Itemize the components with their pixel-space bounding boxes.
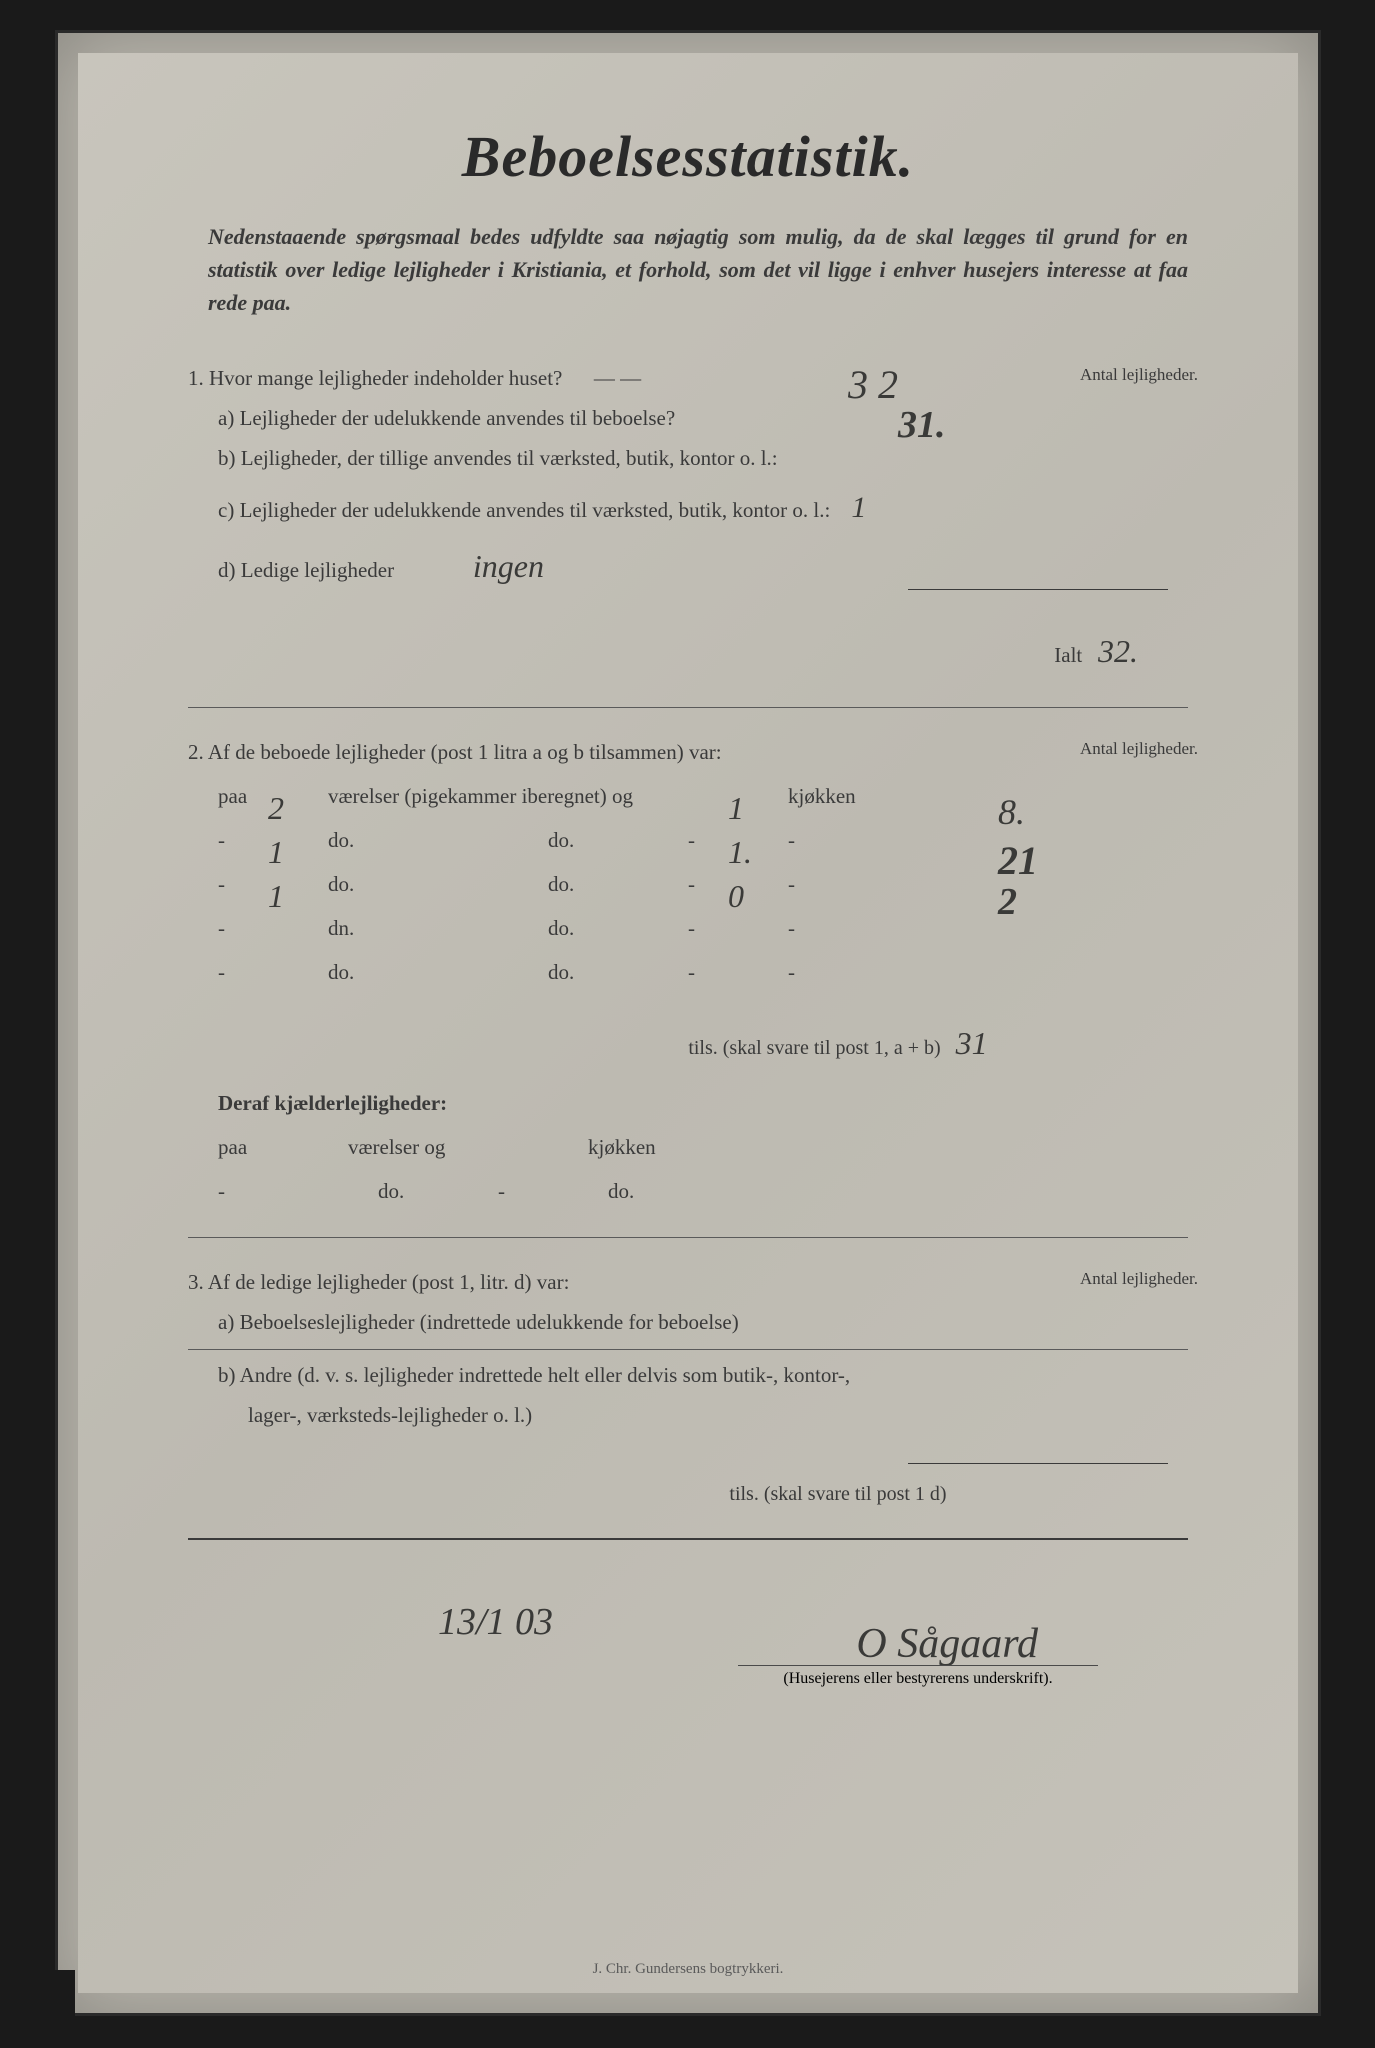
q1a-text: a) Lejligheder der udelukkende anvendes … xyxy=(218,406,675,430)
ialt-label: Ialt xyxy=(1054,643,1082,667)
table-row: - do. - do. xyxy=(218,1168,1218,1212)
q1d-text: d) Ledige lejligheder xyxy=(218,558,394,582)
cell-dash: - xyxy=(688,949,695,995)
tils-value: 31 xyxy=(956,1013,988,1074)
signature-area: 13/1 03 O Sågaard (Husejerens eller best… xyxy=(158,1590,1218,1710)
cell-klabel: - xyxy=(788,949,795,995)
tils-label: tils. (skal svare til post 1, a + b) xyxy=(688,1037,940,1059)
deraf-table: paa værelser og kjøkken - do. - do. xyxy=(218,1124,1218,1212)
cell-dash: - xyxy=(688,861,695,907)
q3-num: 3. xyxy=(188,1270,204,1294)
table-row: - do. do. - - xyxy=(218,949,1218,993)
q1a: a) Lejligheder der udelukkende anvendes … xyxy=(218,399,1218,439)
cell-klabel: - xyxy=(788,905,795,951)
table-row: paa værelser og kjøkken xyxy=(218,1124,1218,1168)
scan-artifact xyxy=(30,1970,75,2030)
q3-right-label: Antal lejligheder. xyxy=(1080,1263,1198,1295)
q1c-text: c) Lejligheder der udelukkende anvendes … xyxy=(218,498,830,522)
cell-klabel: kjøkken xyxy=(788,773,856,819)
cell-klabel: - xyxy=(788,817,795,863)
cell-paa: - xyxy=(218,949,225,995)
q1-num: 1. xyxy=(188,366,204,390)
table-row: - 1 do. do. - 1. - 21 xyxy=(218,817,1218,861)
cell-paa: paa xyxy=(218,773,247,819)
table-row: - 1 do. do. - 0 - 2 xyxy=(218,861,1218,905)
cell-klabel: kjøkken xyxy=(588,1124,656,1170)
cell-vlabel: do. xyxy=(328,861,354,907)
q1-right-label: Antal lejligheder. xyxy=(1080,359,1198,391)
cell-vlabel: do. xyxy=(328,949,354,995)
q2-tils: tils. (skal svare til post 1, a + b) 31 xyxy=(458,1013,1218,1074)
q2-right-label: Antal lejligheder. xyxy=(1080,733,1198,765)
q1c-value: 1 xyxy=(851,479,866,536)
table-row: paa 2 værelser (pigekammer iberegnet) og… xyxy=(218,773,1218,817)
deraf-label: Deraf kjælderlejligheder: xyxy=(218,1084,1218,1124)
q1d-value: ingen xyxy=(473,536,544,597)
cell-dash: - xyxy=(498,1168,505,1214)
q1-line: 1. Hvor mange lejligheder indeholder hus… xyxy=(188,359,1218,399)
question-2: 2. Af de beboede lejligheder (post 1 lit… xyxy=(158,733,1218,1212)
intro-text: Nedenstaaende spørgsmaal bedes udfyldte … xyxy=(208,220,1188,319)
q3b: b) Andre (d. v. s. lejligheder indretted… xyxy=(218,1356,1218,1396)
q3b2: lager-, værksteds-lejligheder o. l.) xyxy=(248,1396,1218,1436)
document-paper: Beboelsesstatistik. Nedenstaaende spørgs… xyxy=(78,53,1298,1993)
cell-paa: - xyxy=(218,817,225,863)
q2-num: 2. xyxy=(188,740,204,764)
cell-do1: do. xyxy=(548,817,574,863)
signature-caption: (Husejerens eller bestyrerens underskrif… xyxy=(738,1665,1098,1688)
q3-text: Af de ledige lejligheder (post 1, litr. … xyxy=(208,1270,570,1294)
q3-line: 3. Af de ledige lejligheder (post 1, lit… xyxy=(188,1263,1218,1303)
question-3: 3. Af de ledige lejligheder (post 1, lit… xyxy=(158,1263,1218,1514)
cell-vlabel: værelser og xyxy=(348,1124,445,1170)
ialt-value: 32. xyxy=(1098,621,1138,682)
rule-2 xyxy=(188,1237,1188,1238)
printer-credit: J. Chr. Gundersens bogtrykkeri. xyxy=(78,1961,1298,1978)
cell-paa: - xyxy=(218,905,225,951)
date-handwritten: 13/1 03 xyxy=(438,1600,553,1644)
question-1: 1. Hvor mange lejligheder indeholder hus… xyxy=(158,359,1218,682)
q3a: a) Beboelseslejligheder (indrettede udel… xyxy=(218,1303,1218,1343)
q1-text: Hvor mange lejligheder indeholder huset? xyxy=(209,366,562,390)
rule-bottom xyxy=(188,1538,1188,1540)
cell-paa: - xyxy=(218,861,225,907)
cell-vlabel: do. xyxy=(378,1168,404,1214)
cell-do1: do. xyxy=(548,905,574,951)
cell-do1: do. xyxy=(548,949,574,995)
q3-sum-rule xyxy=(908,1463,1168,1464)
rule-3a xyxy=(188,1349,1188,1350)
room-table: paa 2 værelser (pigekammer iberegnet) og… xyxy=(218,773,1218,993)
q1d: d) Ledige lejligheder ingen xyxy=(218,536,1218,597)
q3-tils: tils. (skal svare til post 1 d) xyxy=(458,1475,1218,1513)
cell-dash: - xyxy=(688,817,695,863)
q1-dash: — — xyxy=(594,366,641,390)
scan-frame: Beboelsesstatistik. Nedenstaaende spørgs… xyxy=(55,30,1321,2016)
cell-klabel: do. xyxy=(608,1168,634,1214)
q1-ialt: Ialt 32. xyxy=(158,621,1138,682)
cell-vlabel: dn. xyxy=(328,905,354,951)
q2-text: Af de beboede lejligheder (post 1 litra … xyxy=(208,740,722,764)
signature-handwritten: O Sågaard xyxy=(856,1620,1038,1668)
q1b: b) Lejligheder, der tillige anvendes til… xyxy=(218,439,1218,479)
cell-do1: do. xyxy=(548,861,574,907)
table-row: - dn. do. - - xyxy=(218,905,1218,949)
cell-paa: - xyxy=(218,1168,225,1214)
cell-klabel: - xyxy=(788,861,795,907)
cell-paa: paa xyxy=(218,1124,247,1170)
cell-dash: - xyxy=(688,905,695,951)
q1c: c) Lejligheder der udelukkende anvendes … xyxy=(218,479,1218,536)
q2-line: 2. Af de beboede lejligheder (post 1 lit… xyxy=(188,733,1218,773)
cell-vlabel: værelser (pigekammer iberegnet) og xyxy=(328,773,633,819)
form-title: Beboelsesstatistik. xyxy=(158,123,1218,190)
cell-vlabel: do. xyxy=(328,817,354,863)
q1-sum-rule xyxy=(908,589,1168,590)
rule-1 xyxy=(188,707,1188,708)
